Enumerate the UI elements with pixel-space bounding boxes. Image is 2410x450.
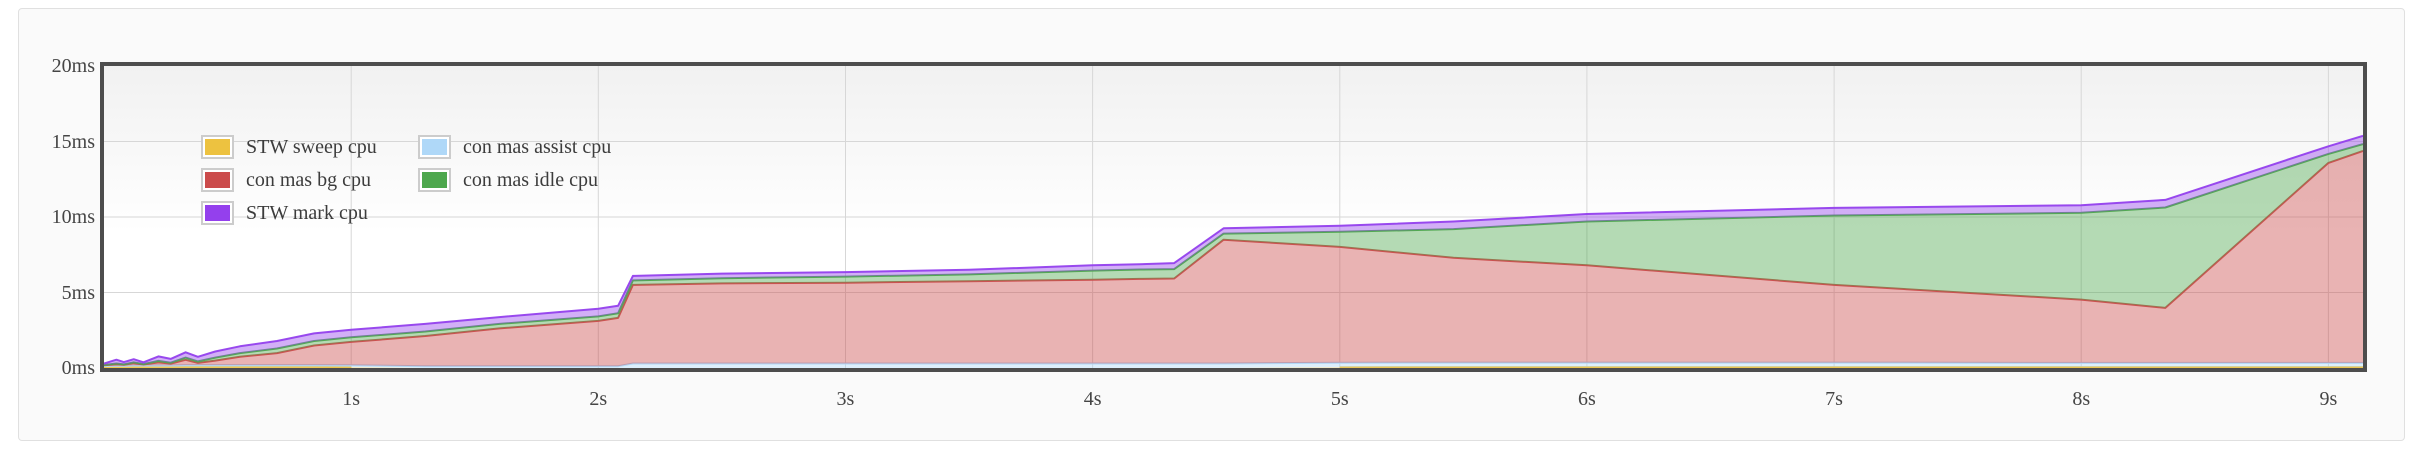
x-tick-label: 7s [1825,388,1843,410]
x-tick-label: 4s [1083,388,1102,410]
legend-swatch-icon [201,135,234,159]
line-con-mas-bg-cpu [104,149,2363,367]
legend-label: con mas idle cpu [463,169,598,191]
legend-color-fill [205,205,230,221]
plot-area: STW sweep cpu con mas assist cpu con mas b… [100,62,2367,372]
y-tick-label: 10ms [51,206,95,228]
x-tick-label: 8s [2072,388,2091,410]
line-STW-mark-cpu [104,134,2363,365]
x-tick-label: 9s [2319,388,2338,410]
legend-label: STW mark cpu [246,202,368,224]
legend-swatch-icon [201,168,234,192]
legend-swatch-icon [201,201,234,225]
legend-color-fill [422,139,447,155]
legend-color-fill [422,172,447,188]
y-tick-label: 5ms [61,281,95,304]
line-con-mas-assist-cpu [104,361,2363,368]
y-tick-label: 15ms [51,130,95,153]
x-tick-label: 5s [1330,388,1349,410]
legend-color-fill [205,139,230,155]
x-tick-label: 6s [1578,388,1596,410]
area-con-mas-idle-cpu [104,144,2363,366]
line-con-mas-idle-cpu [104,143,2363,366]
chart-legend: STW sweep cpu con mas assist cpu con mas b… [201,135,611,225]
legend-label: con mas bg cpu [246,169,371,191]
x-tick-label: 2s [589,388,608,410]
legend-swatch-icon [418,135,451,159]
area-con-mas-bg-cpu [104,150,2363,367]
legend-label: STW sweep cpu [246,136,377,158]
y-tick-label: 0ms [61,357,95,379]
stacked-area-chart [104,66,2363,368]
legend-label: con mas assist cpu [463,136,612,158]
x-tick-label: 3s [836,388,855,410]
legend-color-fill [205,172,230,188]
x-tick-label: 1s [342,388,361,410]
legend-swatch-icon [418,168,451,192]
chart-panel: STW sweep cpu con mas assist cpu con mas b… [18,8,2405,441]
y-tick-label: 20ms [51,55,95,77]
